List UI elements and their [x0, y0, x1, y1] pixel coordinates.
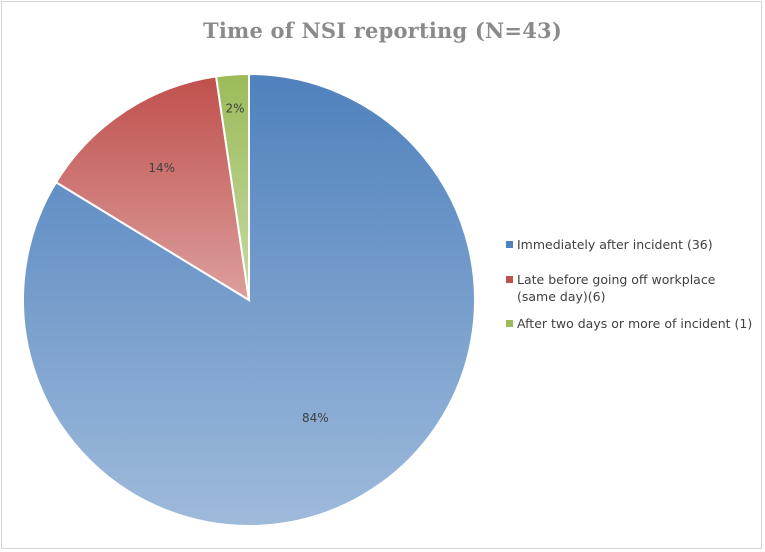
legend-item: After two days or more of incident (1) — [506, 315, 756, 332]
legend-swatch — [506, 276, 513, 283]
legend-label: After two days or more of incident (1) — [517, 316, 753, 331]
pie-slice — [214, 72, 250, 301]
legend: Immediately after incident (36) Late bef… — [506, 236, 756, 350]
legend-swatch — [506, 241, 513, 248]
legend-item: Late before going off workplace (same da… — [506, 271, 756, 305]
legend-item: Immediately after incident (36) — [506, 236, 756, 253]
pie-slice — [54, 75, 251, 302]
legend-label: Immediately after incident (36) — [517, 237, 713, 252]
slice-percent-label: 2% — [225, 101, 244, 115]
chart-title: Time of NSI reporting (N=43) — [203, 18, 562, 43]
legend-label: Late before going off workplace (same da… — [517, 272, 716, 304]
legend-swatch — [506, 320, 513, 327]
slice-percent-label: 84% — [302, 411, 329, 425]
slice-percent-label: 14% — [148, 161, 175, 175]
